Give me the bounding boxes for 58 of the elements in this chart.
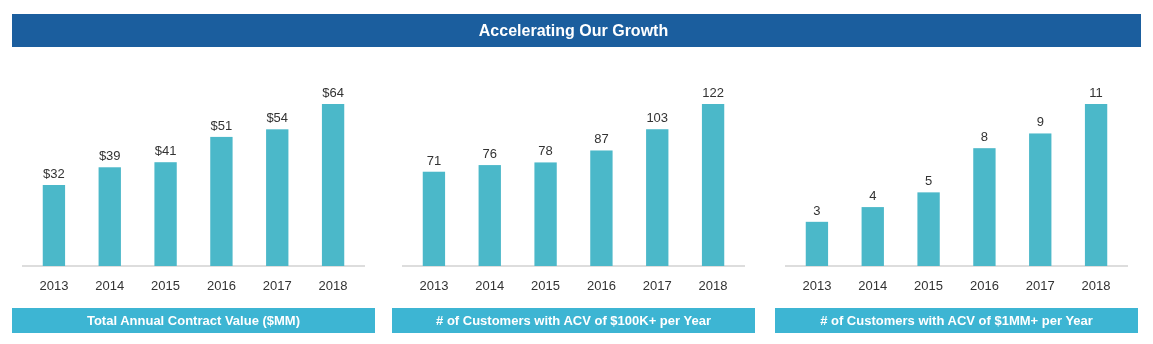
bar — [1084, 104, 1108, 266]
data-label: 9 — [1036, 114, 1044, 130]
bar — [590, 150, 613, 266]
x-tick-label: 2016 — [969, 278, 999, 293]
data-label: 71 — [426, 152, 442, 168]
bar — [973, 148, 996, 266]
bar — [534, 162, 557, 266]
bar — [701, 104, 725, 266]
x-tick-label: 2018 — [318, 278, 348, 293]
data-label: $32 — [43, 166, 65, 181]
bar — [98, 167, 121, 266]
data-label: $51 — [210, 117, 233, 133]
data-label: 3 — [813, 202, 821, 218]
x-tick-label: 2014 — [475, 278, 505, 293]
bar — [42, 185, 66, 266]
bar — [321, 104, 345, 266]
x-tick-label: 2018 — [1081, 278, 1111, 293]
bar — [646, 129, 669, 266]
data-label: 78 — [538, 143, 553, 159]
data-label: $54 — [266, 110, 289, 126]
data-label: $64 — [322, 85, 344, 100]
data-label: 5 — [924, 173, 933, 189]
x-tick-label: 2017 — [1025, 278, 1055, 293]
x-tick-label: 2013 — [419, 278, 449, 293]
data-label: 87 — [594, 131, 609, 147]
bar — [1029, 133, 1052, 266]
x-axis-title: # of Customers with ACV of $1MM+ per Year — [820, 313, 1093, 328]
data-label: $39 — [98, 148, 121, 164]
data-label: $41 — [154, 143, 177, 159]
bar — [805, 221, 829, 266]
x-tick-label: 2016 — [206, 278, 236, 293]
x-tick-label: 2016 — [586, 278, 616, 293]
x-tick-label: 2015 — [531, 278, 561, 293]
x-tick-label: 2014 — [858, 278, 888, 293]
x-tick-label: 2017 — [642, 278, 672, 293]
bar — [266, 129, 289, 266]
bar — [422, 171, 446, 266]
x-axis-title: Total Annual Contract Value ($MM) — [86, 313, 301, 328]
x-tick-label: 2018 — [698, 278, 728, 293]
data-label: 103 — [646, 110, 669, 126]
x-tick-label: 2014 — [95, 278, 125, 293]
bar — [861, 207, 884, 266]
x-tick-label: 2013 — [39, 278, 69, 293]
data-label: 76 — [482, 146, 497, 162]
x-axis-title: # of Customers with ACV of $100K+ per Year — [436, 313, 711, 328]
bar — [917, 192, 940, 266]
bar — [154, 162, 177, 266]
data-label: 11 — [1089, 85, 1103, 100]
data-label: 8 — [980, 129, 989, 145]
chart-title: Accelerating Our Growth — [478, 22, 669, 39]
data-label: 122 — [702, 85, 724, 100]
x-tick-label: 2015 — [914, 278, 944, 293]
bar — [210, 136, 233, 266]
x-tick-label: 2013 — [802, 278, 832, 293]
x-tick-label: 2015 — [151, 278, 181, 293]
bar — [478, 165, 501, 266]
x-tick-label: 2017 — [262, 278, 292, 293]
data-label: 4 — [869, 188, 877, 204]
